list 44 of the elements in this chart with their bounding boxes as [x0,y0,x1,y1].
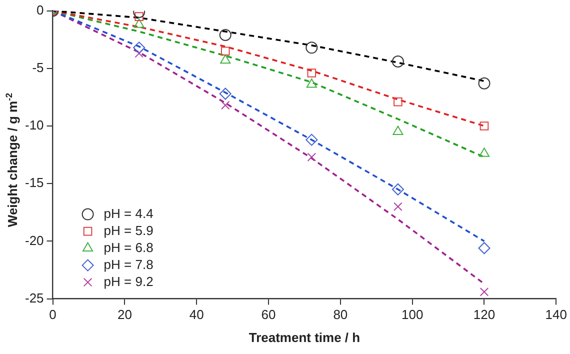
x-tick-label: 40 [189,307,204,322]
point [392,126,404,136]
legend-label: pH = 7.8 [104,256,154,272]
point [478,77,490,90]
point [480,288,489,296]
point [133,42,146,54]
y-tick-label: -25 [24,290,44,306]
x-tick-label: 140 [545,307,568,322]
point [480,122,489,130]
point [134,18,144,28]
x-tick-label: 20 [117,307,132,322]
point [478,148,490,157]
point [307,68,316,78]
y-tick-label: -10 [24,118,44,133]
legend-label: pH = 6.8 [104,240,154,255]
point [219,28,232,41]
x-tick-label: 80 [333,307,348,322]
point [306,42,318,54]
x-tick-label: 100 [401,307,424,322]
legend-label: pH = 9.2 [104,274,154,289]
y-tick-label: -5 [32,60,44,75]
point [134,49,144,58]
point [306,134,318,146]
x-axis-title: Treatment time / h [248,330,360,345]
point [392,183,404,196]
y-tick-label: 0 [36,2,44,18]
x-tick-label: 0 [49,307,56,322]
point [394,97,402,106]
point [134,12,144,21]
legend-label: pH = 4.4 [104,206,154,221]
x-tick-label: 120 [473,307,496,322]
point [394,202,402,212]
point [478,242,490,254]
y-tick-label: -20 [24,232,44,248]
point [220,100,230,110]
point [220,46,230,56]
x-tick-label: 60 [261,307,276,322]
y-tick-label: -15 [24,175,44,190]
legend-label: pH = 5.9 [104,222,154,238]
point [306,78,317,88]
point [220,54,231,64]
point [392,55,404,68]
point [219,88,232,100]
point [307,152,316,162]
